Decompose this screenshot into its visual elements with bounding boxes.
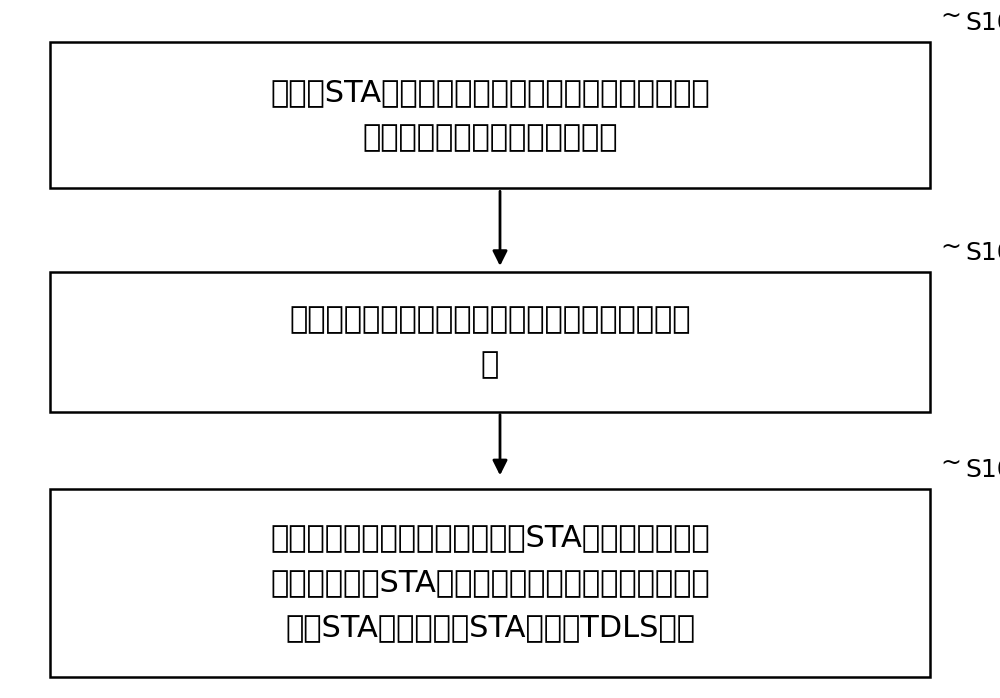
Text: S102: S102 [965,242,1000,265]
Text: 当第一STA判定当前信道的繁忙度超出阈值时，对一
个或多个备选信道分别进行测量: 当第一STA判定当前信道的繁忙度超出阈值时，对一 个或多个备选信道分别进行测量 [270,78,710,152]
Text: ~: ~ [940,235,961,258]
Text: S101: S101 [965,11,1000,35]
Text: ~: ~ [940,4,961,28]
Text: 从所述一个或多个备选信道中选择要切换的目标信
道: 从所述一个或多个备选信道中选择要切换的目标信 道 [289,305,691,379]
FancyBboxPatch shape [50,489,930,677]
Text: 切换至所述目标信道，且向第二STA发送切换通知，
以使所述第二STA切换至所述目标信道；其中，所述
第一STA和所述第二STA建立有TDLS连接: 切换至所述目标信道，且向第二STA发送切换通知， 以使所述第二STA切换至所述目… [270,524,710,642]
Text: S103: S103 [965,458,1000,482]
Text: ~: ~ [940,451,961,475]
FancyBboxPatch shape [50,42,930,188]
FancyBboxPatch shape [50,272,930,412]
